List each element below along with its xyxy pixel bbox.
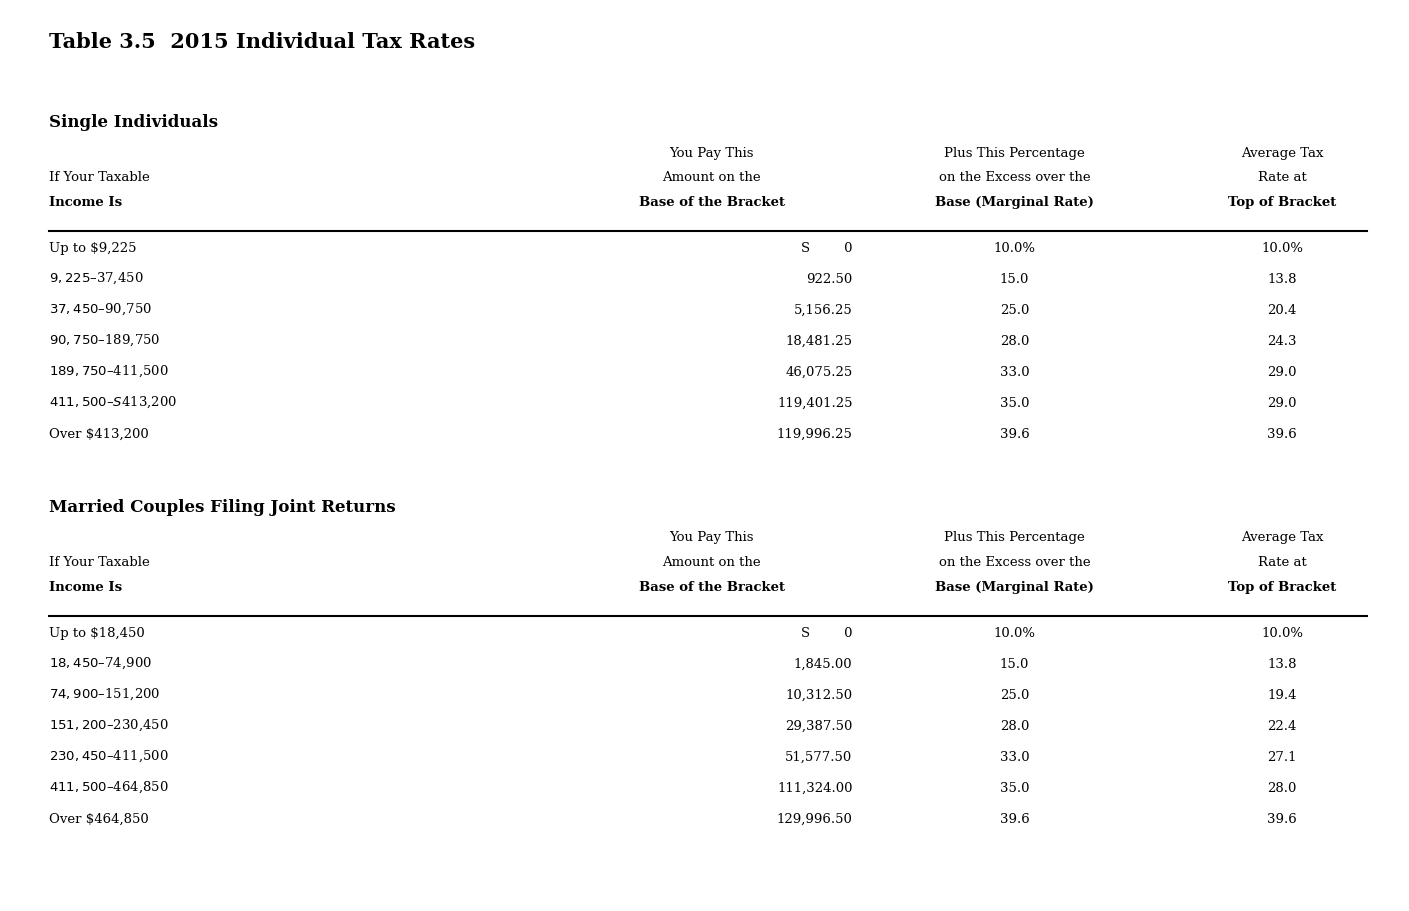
Text: Top of Bracket: Top of Bracket	[1229, 196, 1336, 209]
Text: Income Is: Income Is	[49, 196, 123, 209]
Text: Top of Bracket: Top of Bracket	[1229, 580, 1336, 593]
Text: 129,996.50: 129,996.50	[776, 812, 852, 825]
Text: Income Is: Income Is	[49, 580, 123, 593]
Text: 10.0%: 10.0%	[993, 626, 1036, 640]
Text: 28.0: 28.0	[1268, 781, 1296, 793]
Text: 39.6: 39.6	[1267, 427, 1298, 441]
Text: 10.0%: 10.0%	[1261, 626, 1303, 640]
Text: 1,845.00: 1,845.00	[793, 657, 852, 670]
Text: $37,450–$90,750: $37,450–$90,750	[49, 302, 152, 317]
Text: on the Excess over the: on the Excess over the	[938, 556, 1091, 568]
Text: 5,156.25: 5,156.25	[793, 303, 852, 317]
Text: $151,200–$230,450: $151,200–$230,450	[49, 717, 169, 732]
Text: Over $464,850: Over $464,850	[49, 812, 149, 825]
Text: 46,075.25: 46,075.25	[785, 365, 852, 379]
Text: 25.0: 25.0	[1000, 688, 1029, 701]
Text: 27.1: 27.1	[1268, 750, 1296, 763]
Text: 22.4: 22.4	[1268, 719, 1296, 732]
Text: Single Individuals: Single Individuals	[49, 114, 218, 131]
Text: Base of the Bracket: Base of the Bracket	[638, 580, 785, 593]
Text: Plus This Percentage: Plus This Percentage	[944, 147, 1085, 159]
Text: on the Excess over the: on the Excess over the	[938, 171, 1091, 184]
Text: Amount on the: Amount on the	[662, 171, 761, 184]
Text: Up to $9,225: Up to $9,225	[49, 241, 137, 254]
Text: 25.0: 25.0	[1000, 303, 1029, 317]
Text: 18,481.25: 18,481.25	[785, 334, 852, 348]
Text: 35.0: 35.0	[1000, 396, 1029, 410]
Text: $189,750–$411,500: $189,750–$411,500	[49, 363, 169, 379]
Text: 39.6: 39.6	[999, 427, 1030, 441]
Text: $230,450–$411,500: $230,450–$411,500	[49, 748, 169, 763]
Text: Amount on the: Amount on the	[662, 556, 761, 568]
Text: Base (Marginal Rate): Base (Marginal Rate)	[936, 580, 1093, 593]
Text: 29.0: 29.0	[1268, 365, 1296, 379]
Text: Married Couples Filing Joint Returns: Married Couples Filing Joint Returns	[49, 498, 396, 516]
Text: $411,500–$464,850: $411,500–$464,850	[49, 779, 169, 793]
Text: If Your Taxable: If Your Taxable	[49, 556, 151, 568]
Text: 28.0: 28.0	[1000, 334, 1029, 348]
Text: 119,996.25: 119,996.25	[776, 427, 852, 441]
Text: 13.8: 13.8	[1268, 272, 1296, 286]
Text: $90,750–$189,750: $90,750–$189,750	[49, 333, 161, 348]
Text: $411,500–S$413,200: $411,500–S$413,200	[49, 394, 178, 410]
Text: Rate at: Rate at	[1258, 556, 1306, 568]
Text: You Pay This: You Pay This	[669, 531, 754, 544]
Text: 35.0: 35.0	[1000, 781, 1029, 793]
Text: 33.0: 33.0	[999, 750, 1030, 763]
Text: $18,450–$74,900: $18,450–$74,900	[49, 655, 152, 670]
Text: 29.0: 29.0	[1268, 396, 1296, 410]
Text: 51,577.50: 51,577.50	[785, 750, 852, 763]
Text: 13.8: 13.8	[1268, 657, 1296, 670]
Text: Plus This Percentage: Plus This Percentage	[944, 531, 1085, 544]
Text: 39.6: 39.6	[999, 812, 1030, 825]
Text: 28.0: 28.0	[1000, 719, 1029, 732]
Text: 111,324.00: 111,324.00	[776, 781, 852, 793]
Text: Base of the Bracket: Base of the Bracket	[638, 196, 785, 209]
Text: Table 3.5  2015 Individual Tax Rates: Table 3.5 2015 Individual Tax Rates	[49, 32, 475, 52]
Text: Average Tax: Average Tax	[1241, 147, 1323, 159]
Text: Rate at: Rate at	[1258, 171, 1306, 184]
Text: 922.50: 922.50	[806, 272, 852, 286]
Text: 20.4: 20.4	[1268, 303, 1296, 317]
Text: 119,401.25: 119,401.25	[776, 396, 852, 410]
Text: 10.0%: 10.0%	[993, 241, 1036, 254]
Text: 24.3: 24.3	[1268, 334, 1296, 348]
Text: 39.6: 39.6	[1267, 812, 1298, 825]
Text: Over $413,200: Over $413,200	[49, 427, 149, 441]
Text: You Pay This: You Pay This	[669, 147, 754, 159]
Text: If Your Taxable: If Your Taxable	[49, 171, 151, 184]
Text: 15.0: 15.0	[1000, 272, 1029, 286]
Text: 33.0: 33.0	[999, 365, 1030, 379]
Text: 29,387.50: 29,387.50	[785, 719, 852, 732]
Text: Base (Marginal Rate): Base (Marginal Rate)	[936, 196, 1093, 209]
Text: 19.4: 19.4	[1268, 688, 1296, 701]
Text: 10,312.50: 10,312.50	[785, 688, 852, 701]
Text: $74,900–$151,200: $74,900–$151,200	[49, 686, 161, 701]
Text: Up to $18,450: Up to $18,450	[49, 626, 145, 640]
Text: $9,225–$37,450: $9,225–$37,450	[49, 271, 144, 286]
Text: S        0: S 0	[800, 241, 852, 254]
Text: Average Tax: Average Tax	[1241, 531, 1323, 544]
Text: S        0: S 0	[800, 626, 852, 640]
Text: 10.0%: 10.0%	[1261, 241, 1303, 254]
Text: 15.0: 15.0	[1000, 657, 1029, 670]
